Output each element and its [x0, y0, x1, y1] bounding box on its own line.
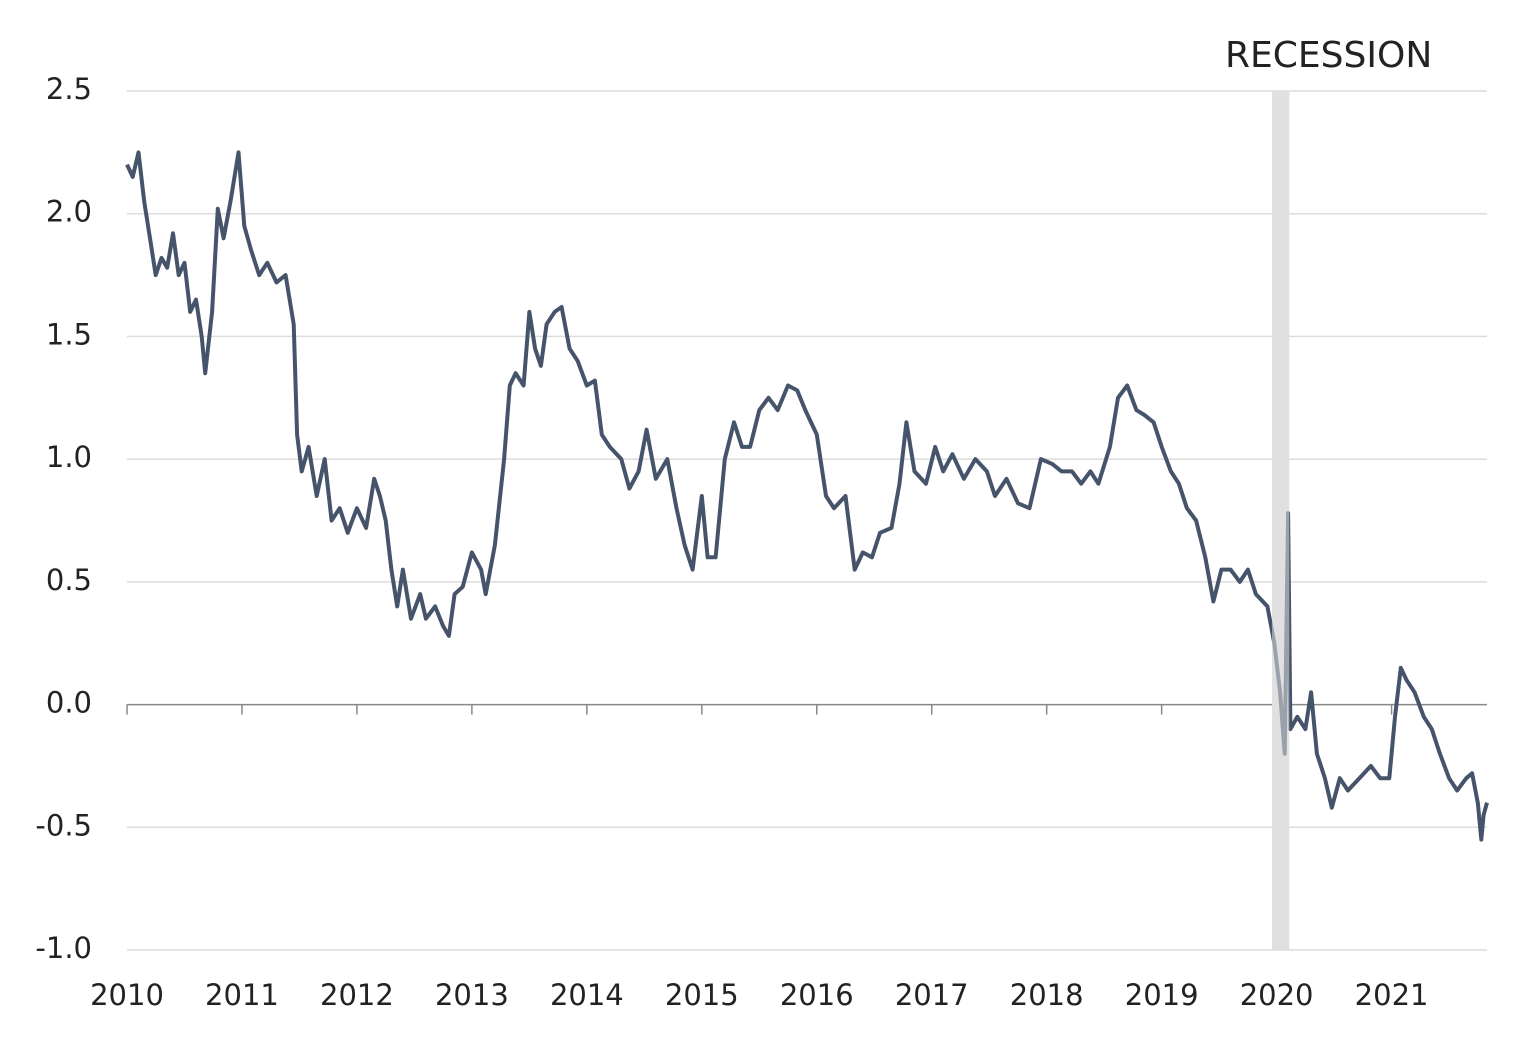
x-tick-label: 2016: [780, 978, 854, 1012]
y-tick-label: 2.5: [46, 72, 92, 106]
y-tick-label: -1.0: [35, 931, 92, 965]
x-tick-label: 2011: [205, 978, 279, 1012]
x-tick-label: 2020: [1240, 978, 1314, 1012]
x-tick-label: 2019: [1125, 978, 1199, 1012]
y-tick-label: 0.5: [46, 563, 92, 597]
y-tick-label: 0.0: [46, 686, 92, 720]
y-tick-label: 1.0: [46, 440, 92, 474]
x-tick-label: 2018: [1010, 978, 1084, 1012]
x-tick-label: 2012: [320, 978, 394, 1012]
y-tick-label: 1.5: [46, 317, 92, 351]
x-tick-label: 2010: [90, 978, 164, 1012]
x-tick-label: 2015: [665, 978, 739, 1012]
x-tick-label: 2017: [895, 978, 969, 1012]
recession-overlay: [1272, 91, 1290, 950]
x-tick-label: 2021: [1355, 978, 1429, 1012]
x-tick-label: 2014: [550, 978, 624, 1012]
y-tick-label: -0.5: [35, 808, 92, 842]
recession-label: RECESSION: [1225, 35, 1432, 76]
x-tick-label: 2013: [435, 978, 509, 1012]
y-tick-label: 2.0: [46, 195, 92, 229]
